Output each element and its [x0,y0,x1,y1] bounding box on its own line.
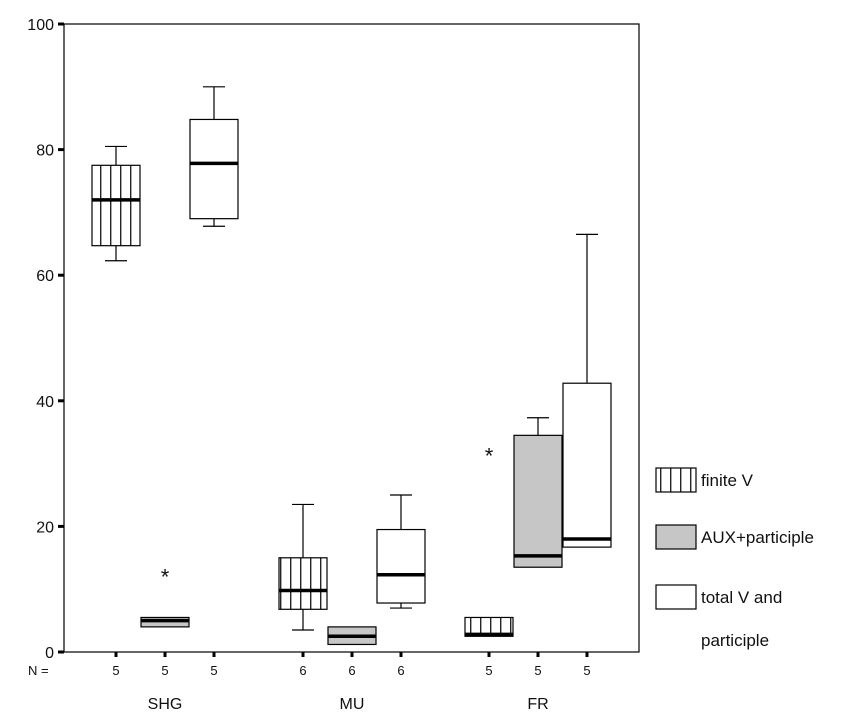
box-finite-v-shg [91,145,141,262]
y-tick-label: 40 [36,394,54,411]
category-label: FR [527,696,548,713]
y-tick-label: 0 [45,645,54,662]
box-aux-participle-fr [513,417,563,568]
y-tick-label: 100 [27,17,54,34]
box-body [562,382,612,548]
box-body [376,528,426,604]
category-labels: SHG MU FR [148,696,549,713]
box-body [278,557,328,610]
box-total-v-and-participle-mu [376,494,426,609]
outlier-mark: * [161,565,170,590]
box-finite-v-mu [278,503,328,631]
outlier-mark: * [485,443,494,468]
legend-swatch [655,524,697,550]
legend-label: total V and [701,588,782,607]
box-total-v-and-participle-fr [562,233,612,548]
n-value: 6 [348,663,355,678]
legend-label: finite V [701,471,754,490]
legend-label: AUX+participle [701,528,814,547]
y-tick-label: 60 [36,268,54,285]
legend: finite V AUX+participle total V and partici… [655,467,814,650]
category-label: SHG [148,696,183,713]
legend-label: participle [701,631,769,650]
box-groups: ** [91,86,612,646]
n-value: 6 [397,663,404,678]
n-value: 5 [112,663,119,678]
y-axis: 0 20 40 60 80 100 [27,17,64,662]
box-total-v-and-participle-shg [189,86,239,227]
n-value: 5 [161,663,168,678]
box-finite-v-fr: * [464,443,514,637]
box-body [464,616,514,637]
sample-size-row: N = 5 6 5 5 6 5 5 6 5 [28,652,591,678]
n-value: 5 [485,663,492,678]
box-body [91,164,141,247]
n-value: 5 [534,663,541,678]
category-label: MU [340,696,365,713]
n-label: N = [28,663,49,678]
y-tick-label: 20 [36,519,54,536]
n-value: 6 [299,663,306,678]
box-aux-participle-mu [327,626,377,646]
box-body [513,434,563,568]
n-value: 5 [583,663,590,678]
n-value: 5 [210,663,217,678]
box-aux-participle-shg: * [140,565,190,628]
y-tick-label: 80 [36,143,54,160]
legend-swatch [655,584,697,610]
box-body [189,118,239,220]
legend-swatch [655,467,697,493]
